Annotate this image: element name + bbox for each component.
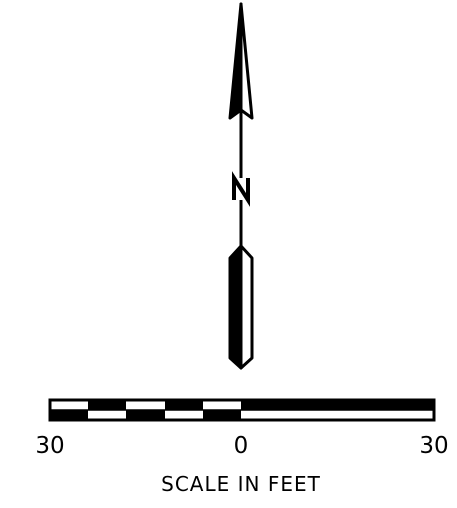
scale-bar-segment-4-top: [165, 400, 203, 410]
scale-bar-segment-2-top: [88, 400, 126, 410]
scale-bar-segment-1-bottom: [50, 410, 88, 420]
scale-label-right: 30: [419, 433, 448, 459]
north-arrow: [228, 2, 254, 370]
north-letter-n-glyph: [232, 171, 250, 207]
scale-label-left: 30: [35, 433, 64, 459]
north-arrow-tail-dark-half: [228, 244, 243, 370]
scale-bar-segment-5-bottom: [203, 410, 241, 420]
scale-bar: 30 0 30 SCALE IN FEET: [35, 398, 449, 496]
scale-bar-segment-3-bottom: [126, 410, 165, 420]
north-arrow-head-light-half: [239, 2, 254, 120]
north-arrow-tail-light-half: [239, 244, 254, 370]
scale-label-center: 0: [234, 433, 249, 459]
north-arrow-head-dark-half: [228, 2, 243, 120]
scale-bar-right-top-strip: [241, 400, 434, 410]
scale-title: SCALE IN FEET: [161, 472, 321, 496]
scale-bar-frame-outline: [48, 398, 436, 422]
